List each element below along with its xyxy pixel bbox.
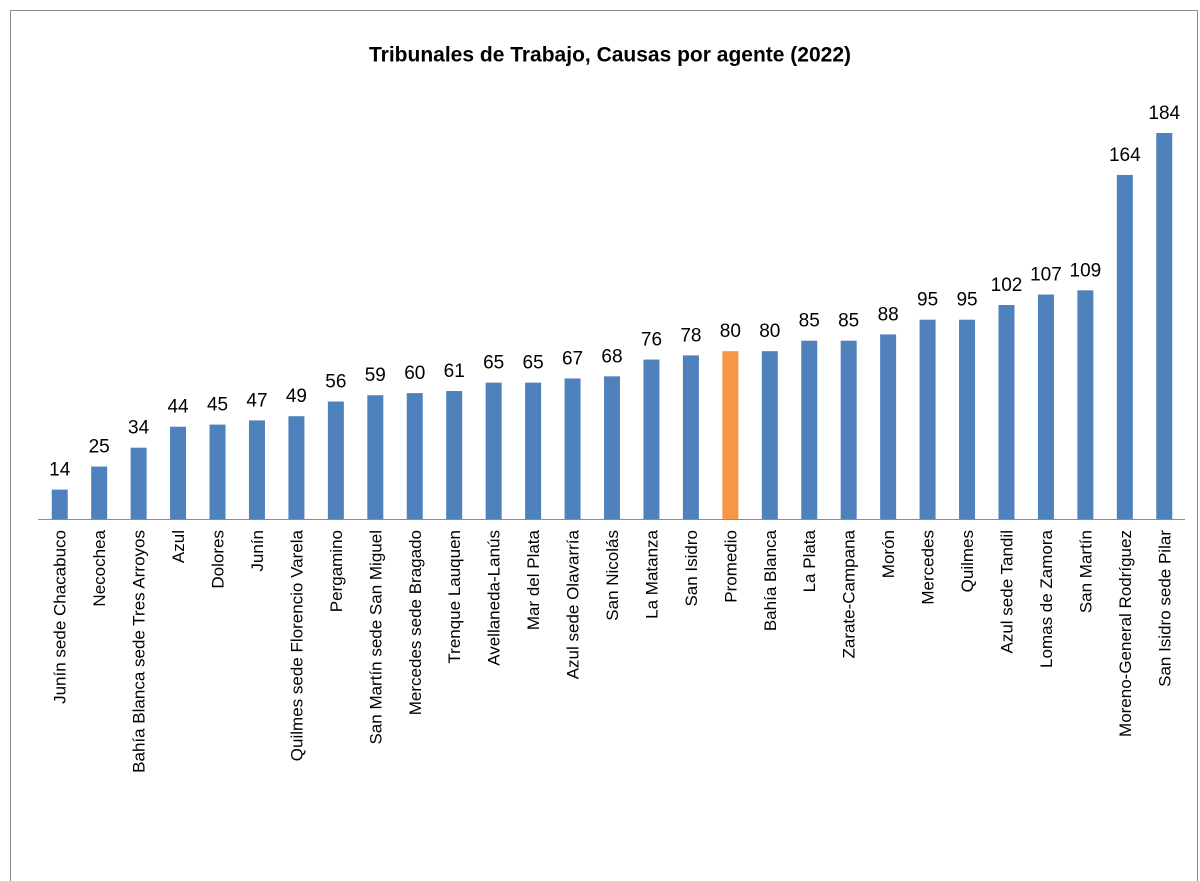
data-label: 68 (601, 346, 622, 367)
bar (643, 359, 660, 519)
data-label: 109 (1070, 260, 1102, 281)
bar (682, 355, 699, 519)
x-tick-label: Zarate-Campana (840, 529, 859, 658)
x-tick-label: Azul sede Tandil (997, 530, 1016, 654)
bar (485, 382, 502, 519)
data-label: 95 (956, 290, 977, 311)
x-tick-label: Necochea (90, 529, 109, 606)
x-tick-label: Bahía Blanca sede Tres Arroyos (130, 530, 149, 773)
x-tick-label: Mercedes (919, 530, 938, 605)
data-label: 164 (1109, 145, 1141, 166)
data-label: 80 (759, 321, 780, 342)
x-tick-label: San Martín (1076, 530, 1095, 613)
bar (130, 447, 147, 519)
bar (919, 319, 936, 519)
bar (880, 334, 897, 519)
bar (1156, 133, 1173, 519)
x-tick-label: Dolores (209, 530, 228, 589)
data-label: 59 (365, 365, 386, 386)
bar (51, 489, 68, 519)
bar (525, 382, 542, 519)
data-label: 61 (444, 361, 465, 382)
bar (170, 426, 187, 519)
data-label: 78 (680, 325, 701, 346)
data-label: 67 (562, 348, 583, 369)
x-tick-label: San Isidro (682, 530, 701, 607)
x-tick-label: Bahía Blanca (761, 529, 780, 631)
x-tick-label: Pergamino (327, 530, 346, 612)
bar (209, 424, 226, 519)
data-label: 102 (991, 275, 1023, 296)
bar (446, 391, 463, 519)
x-tick-label: Quilmes sede Florencio Varela (287, 529, 306, 761)
bar (406, 393, 423, 519)
bar (604, 376, 620, 519)
bar (1037, 294, 1054, 519)
x-tick-label: Junín sede Chacabuco (51, 530, 70, 704)
data-label: 56 (325, 372, 346, 393)
x-tick-label: Mar del Plata (524, 529, 543, 630)
data-label: 184 (1148, 103, 1180, 124)
bar (840, 340, 857, 519)
bar (998, 305, 1015, 519)
data-label: 95 (917, 290, 938, 311)
x-tick-label: La Matanza (642, 529, 661, 618)
x-tick-label: Moreno-General Rodríguez (1116, 530, 1135, 737)
data-label: 49 (286, 386, 307, 407)
chart-title: Tribunales de Trabajo, Causas por agente… (369, 44, 851, 67)
data-label: 47 (246, 390, 267, 411)
bar (248, 420, 265, 519)
x-tick-label: Mercedes sede Bragado (406, 530, 425, 715)
data-label: 34 (128, 418, 150, 439)
data-label: 65 (483, 353, 504, 374)
x-tick-label: Azul (169, 530, 188, 563)
data-label: 60 (404, 363, 425, 384)
x-tick-label: Morón (879, 530, 898, 578)
x-tick-label: Trenque Lauquen (445, 530, 464, 664)
bar (91, 466, 108, 519)
data-label: 107 (1030, 265, 1062, 286)
bar (761, 351, 778, 519)
x-tick-label: Lomas de Zamora (1037, 529, 1056, 667)
data-label: 14 (49, 460, 71, 481)
data-label: 85 (799, 311, 820, 332)
data-label: 76 (641, 330, 662, 351)
data-label: 65 (523, 353, 544, 374)
data-label: 85 (838, 311, 859, 332)
x-tick-label: San Martín sede San Miguel (366, 530, 385, 745)
bar (288, 416, 305, 519)
x-tick-label: San Isidro sede Pilar (1155, 530, 1174, 687)
x-tick-label: Avellaneda-Lanús (485, 530, 504, 666)
bar (1077, 290, 1094, 519)
data-label: 25 (89, 437, 110, 458)
x-tick-label: Azul sede Olavarría (564, 529, 583, 679)
data-label: 44 (167, 397, 189, 418)
x-tick-label: Quilmes (958, 530, 977, 592)
data-label: 80 (720, 321, 741, 342)
bar (327, 401, 344, 519)
x-tick-label: Junín (248, 530, 267, 572)
data-label: 45 (207, 395, 228, 416)
bar (1116, 174, 1133, 519)
bar (959, 319, 976, 519)
bar (564, 378, 581, 519)
x-tick-label: Promedio (721, 530, 740, 603)
x-tick-label: San Nicolás (603, 530, 622, 621)
x-tick-label: La Plata (800, 529, 819, 592)
bar (801, 340, 818, 519)
bar (722, 351, 739, 519)
bar (367, 395, 384, 519)
data-label: 88 (878, 304, 899, 325)
